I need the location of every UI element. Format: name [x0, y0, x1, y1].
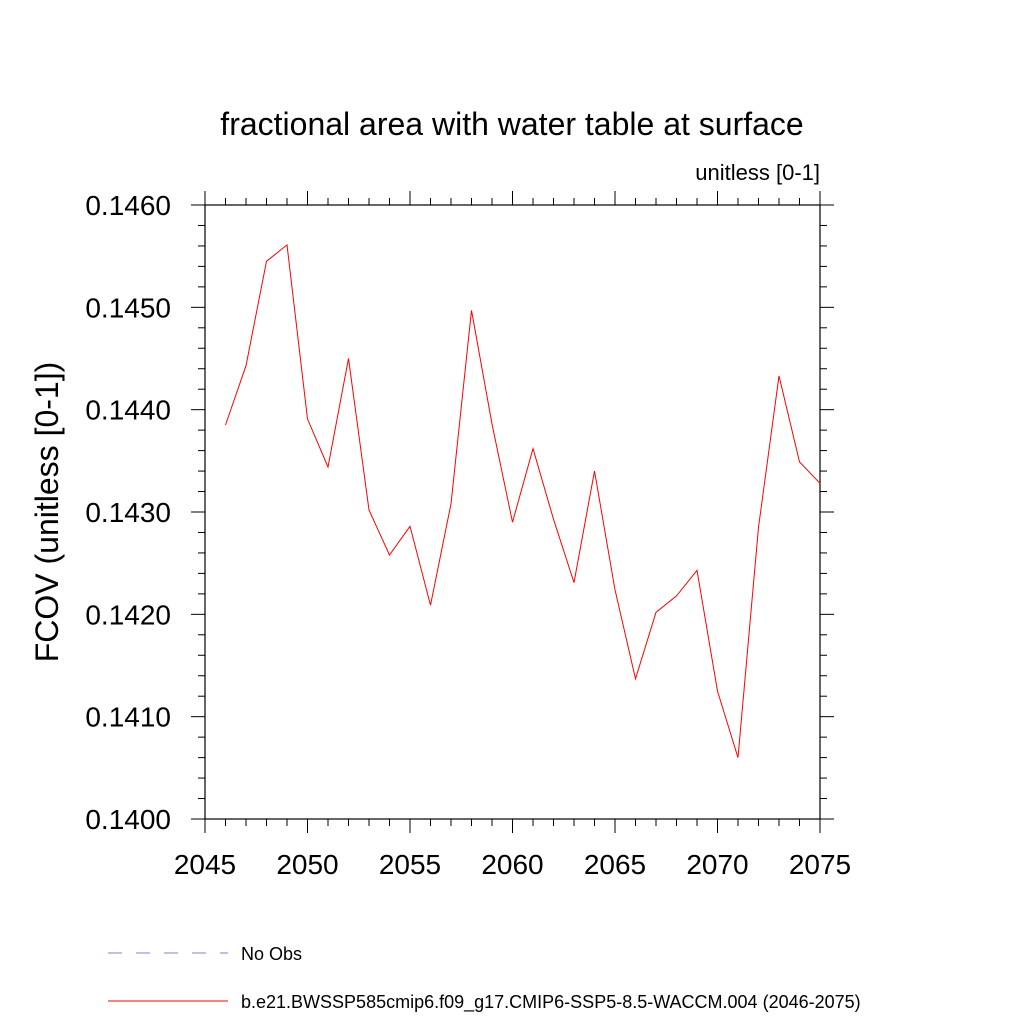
x-tick-label: 2065 [584, 849, 646, 880]
axis-ticks [191, 191, 834, 833]
legend-label-model: b.e21.BWSSP585cmip6.f09_g17.CMIP6-SSP5-8… [241, 992, 861, 1013]
y-tick-label: 0.1450 [85, 292, 171, 323]
legend: No Obs b.e21.BWSSP585cmip6.f09_g17.CMIP6… [108, 944, 861, 1013]
y-tick-label: 0.1460 [85, 190, 171, 221]
y-tick-label: 0.1400 [85, 804, 171, 835]
legend-label-no-obs: No Obs [241, 944, 302, 964]
series-line-model [225, 243, 821, 758]
y-tick-label: 0.1420 [85, 599, 171, 630]
x-tick-label: 2050 [276, 849, 338, 880]
y-axis-label: FCOV (unitless [0-1]) [29, 362, 65, 663]
x-tick-labels: 2045 2050 2055 2060 2065 2070 2075 [174, 849, 851, 880]
chart-subtitle: unitless [0-1] [695, 160, 820, 185]
plot-frame [204, 204, 821, 820]
y-tick-labels: 0.1400 0.1410 0.1420 0.1430 0.1440 0.1450 0.14… [85, 190, 171, 835]
x-tick-label: 2055 [379, 849, 441, 880]
y-tick-label: 0.1430 [85, 497, 171, 528]
x-tick-label: 2075 [789, 849, 851, 880]
x-tick-label: 2060 [481, 849, 543, 880]
chart-title: fractional area with water table at surf… [220, 106, 803, 142]
series-layer [225, 243, 821, 758]
y-tick-label: 0.1410 [85, 702, 171, 733]
y-tick-label: 0.1440 [85, 395, 171, 426]
x-tick-label: 2070 [686, 849, 748, 880]
x-tick-label: 2045 [174, 849, 236, 880]
